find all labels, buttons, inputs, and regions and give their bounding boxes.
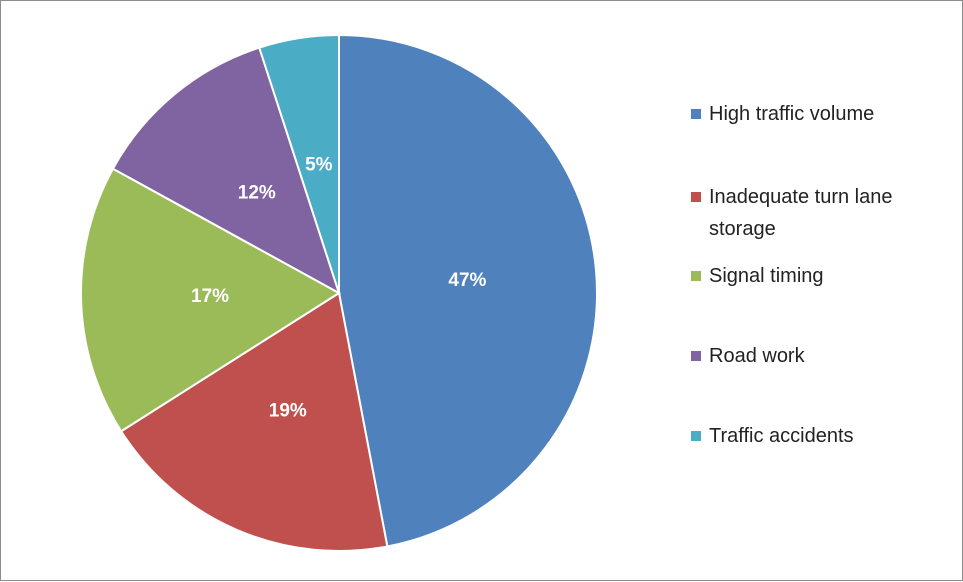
legend-item: High traffic volume xyxy=(691,98,941,130)
legend-label: Signal timing xyxy=(709,265,824,287)
legend-swatch xyxy=(691,271,701,281)
data-label: 17% xyxy=(191,286,229,307)
legend-swatch xyxy=(691,431,701,441)
pie-slice xyxy=(80,167,341,433)
pie-slice xyxy=(111,46,341,296)
legend-swatch xyxy=(691,109,701,119)
legend-item: Signal timing xyxy=(691,260,941,292)
data-label: 5% xyxy=(305,155,333,176)
legend-label: Inadequate turn lane storage xyxy=(709,186,893,240)
legend-item: Road work xyxy=(691,340,941,372)
legend-label: High traffic volume xyxy=(709,103,875,125)
legend-label: Road work xyxy=(709,345,805,367)
pie-slice xyxy=(338,33,598,548)
legend-item: Traffic accidents xyxy=(691,420,941,452)
legend-swatch xyxy=(691,351,701,361)
legend-item: Inadequate turn lane storage xyxy=(691,181,941,245)
legend-swatch xyxy=(691,192,701,202)
data-label: 12% xyxy=(238,183,276,204)
pie-slice xyxy=(258,33,340,294)
legend-label: Traffic accidents xyxy=(709,425,854,447)
pie-slice xyxy=(119,291,389,552)
data-label: 19% xyxy=(269,400,307,421)
data-label: 47% xyxy=(448,270,486,291)
